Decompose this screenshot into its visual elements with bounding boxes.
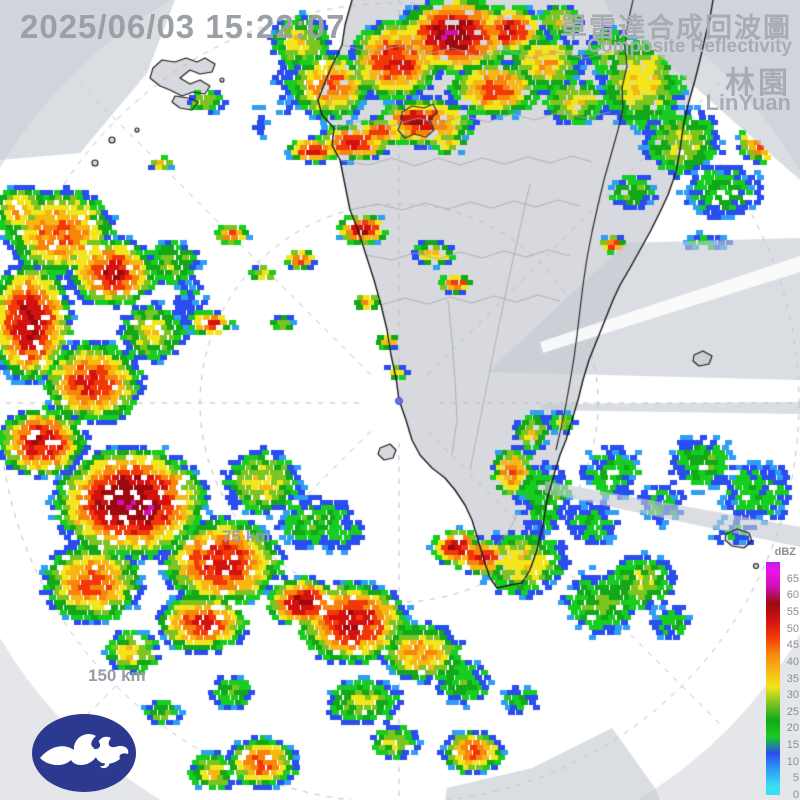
legend-tick-50: 50 — [786, 622, 799, 635]
legend-tick-55: 55 — [786, 605, 799, 618]
legend-tick-35: 35 — [786, 672, 799, 685]
legend-tick-0: 0 — [792, 789, 799, 800]
legend-tick-5: 5 — [792, 772, 799, 785]
legend-tick-20: 20 — [786, 722, 799, 735]
product-title-en: Composite Reflectivity — [587, 36, 792, 57]
legend-tick-60: 60 — [786, 589, 799, 602]
legend-tick-10: 10 — [786, 755, 799, 768]
timestamp-label: 2025/06/03 15:22:07 — [20, 8, 346, 45]
legend-tick-45: 45 — [786, 639, 799, 652]
cwb-logo — [32, 714, 136, 792]
legend-tick-40: 40 — [786, 655, 799, 668]
cwb-logo-wave — [40, 733, 129, 766]
range-ring-label-75km: 75 km — [222, 527, 271, 546]
product-title-zh: 單雷達合成回波圖 — [560, 13, 792, 43]
station-name-zh: 林園 — [725, 67, 791, 100]
cwb-logo-swirl2 — [100, 757, 110, 769]
legend-tick-25: 25 — [786, 705, 799, 718]
dbz-color-legend: dBZ 65 60 55 50 45 40 35 30 25 20 15 10 5 0 — [755, 538, 800, 800]
range-ring-label-150km: 150 km — [88, 666, 146, 685]
legend-color-bar — [766, 562, 780, 795]
station-name-en: LinYuan — [705, 90, 791, 115]
legend-tick-30: 30 — [786, 689, 799, 702]
legend-tick-65: 65 — [786, 572, 799, 585]
legend-tick-15: 15 — [786, 739, 799, 752]
cwb-logo-swirl — [91, 740, 101, 750]
legend-title: dBZ — [774, 546, 796, 558]
